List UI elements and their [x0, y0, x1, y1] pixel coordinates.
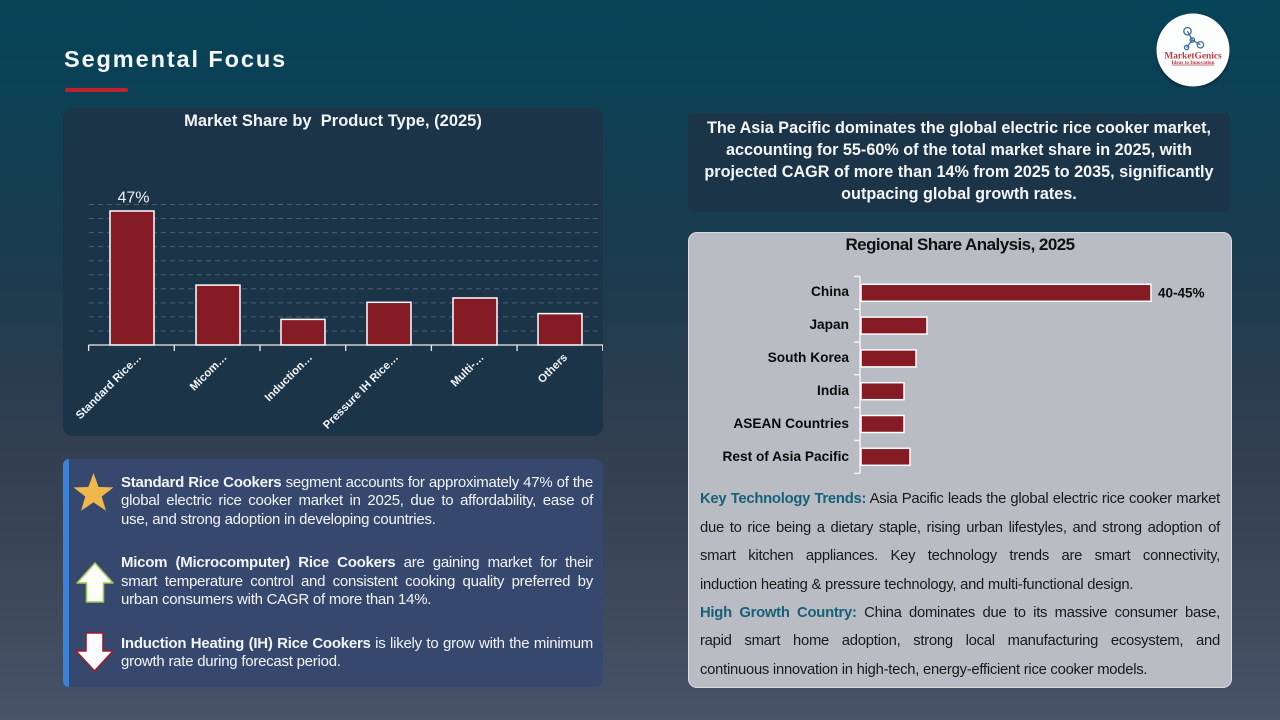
- svg-text:Pressure IH Rice…: Pressure IH Rice…: [321, 352, 401, 432]
- svg-text:MarketGenics: MarketGenics: [1164, 52, 1222, 62]
- svg-text:47%: 47%: [117, 190, 149, 207]
- svg-text:Multi-…: Multi-…: [449, 352, 487, 390]
- svg-text:Ideas to Innovation: Ideas to Innovation: [1172, 60, 1215, 66]
- svg-text:40-45%: 40-45%: [1158, 286, 1205, 301]
- svg-text:Others: Others: [536, 352, 570, 386]
- svg-text:Induction…: Induction…: [263, 352, 315, 404]
- svg-text:Standard Rice…: Standard Rice…: [74, 352, 144, 422]
- svg-text:Micom…: Micom…: [188, 352, 230, 394]
